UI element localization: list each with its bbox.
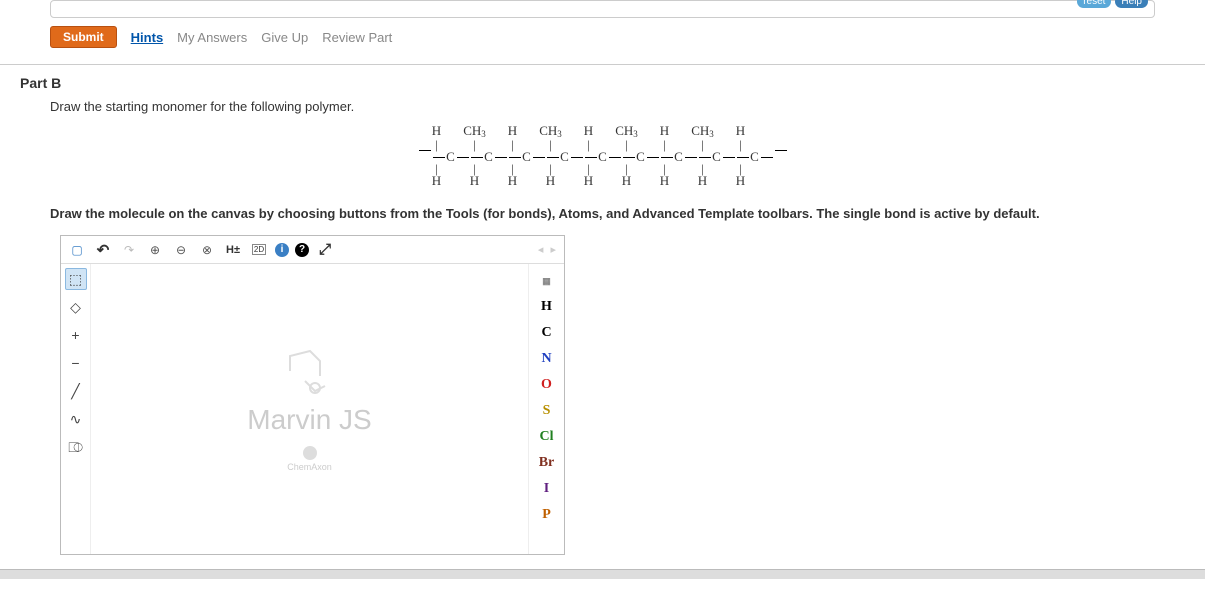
my-answers-link[interactable]: My Answers [177,30,247,45]
instruction-text: Draw the molecule on the canvas by choos… [50,206,1155,221]
charge-plus-icon[interactable]: + [65,324,87,346]
answer-box: reset Help [50,0,1155,18]
marvin-hand-icon [280,346,340,396]
atom-n[interactable]: N [533,346,561,372]
reset-button[interactable]: reset [1077,0,1111,8]
review-part-link[interactable]: Review Part [322,30,392,45]
redo-icon[interactable]: ↷ [119,240,139,260]
atom-i[interactable]: I [533,476,561,502]
erase-tool-icon[interactable]: ◇ [65,296,87,318]
template-tool-icon[interactable]: ⎄ [65,436,87,458]
help-button[interactable]: Help [1115,0,1148,8]
atom-o[interactable]: O [533,372,561,398]
editor-atoms-toolbar: ▦HCNOSClBrIP [528,264,564,554]
marvin-editor: ▢ ↶ ↷ ⊕ ⊖ ⊗ H± 2D i? ⤢ ◂ ▸ ⬚ ◇ + − ╱ ∿ ⎄ Marvin JS ChemA… [60,235,565,555]
footer-bar [0,569,1205,579]
divider [0,64,1205,65]
atom-s[interactable]: S [533,398,561,424]
bond-tool-icon[interactable]: ╱ [65,380,87,402]
polymer-structure: HCH3HCH3HCH3HCH3H|||||||||CCCCCCCCC|||||… [0,124,1205,188]
chemaxon-icon [303,446,317,460]
atom-br[interactable]: Br [533,450,561,476]
atom-c[interactable]: C [533,320,561,346]
editor-top-toolbar: ▢ ↶ ↷ ⊕ ⊖ ⊗ H± 2D i? ⤢ ◂ ▸ [61,236,564,264]
hints-link[interactable]: Hints [131,30,164,45]
zoom-reset-icon[interactable]: ⊗ [197,240,217,260]
drawing-canvas[interactable]: Marvin JS ChemAxon [91,264,528,554]
undo-icon[interactable]: ↶ [93,240,113,260]
part-label: Part B [20,75,1205,91]
chemaxon-label: ChemAxon [287,446,332,472]
submit-button[interactable]: Submit [50,26,117,48]
editor-left-toolbar: ⬚ ◇ + − ╱ ∿ ⎄ [61,264,91,554]
info-icon[interactable]: i [275,243,289,257]
hydrogen-toggle-icon[interactable]: H± [223,240,243,260]
nav-arrows-icon[interactable]: ◂ ▸ [538,243,558,256]
chain-tool-icon[interactable]: ∿ [65,408,87,430]
new-icon[interactable]: ▢ [67,240,87,260]
atom-p[interactable]: P [533,502,561,528]
zoom-out-icon[interactable]: ⊖ [171,240,191,260]
charge-minus-icon[interactable]: − [65,352,87,374]
prompt-text: Draw the starting monomer for the follow… [50,99,1155,114]
give-up-link[interactable]: Give Up [261,30,308,45]
periodic-table-icon[interactable]: ▦ [533,268,561,294]
atom-cl[interactable]: Cl [533,424,561,450]
atom-h[interactable]: H [533,294,561,320]
zoom-in-icon[interactable]: ⊕ [145,240,165,260]
fullscreen-icon[interactable]: ⤢ [315,240,335,260]
marvin-logo: Marvin JS [247,404,371,436]
help-icon[interactable]: ? [295,243,309,257]
actions-row: Submit Hints My Answers Give Up Review P… [50,26,1155,48]
select-tool-icon[interactable]: ⬚ [65,268,87,290]
clean2d-icon[interactable]: 2D [249,240,269,260]
